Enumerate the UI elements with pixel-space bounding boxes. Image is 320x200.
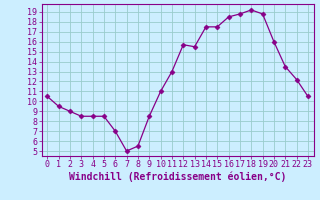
X-axis label: Windchill (Refroidissement éolien,°C): Windchill (Refroidissement éolien,°C) xyxy=(69,172,286,182)
